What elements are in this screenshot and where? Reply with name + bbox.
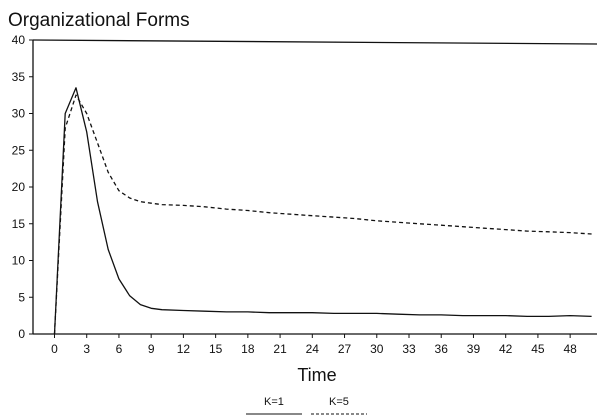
x-tick-label: 21 (273, 342, 287, 356)
series-lines (53, 87, 592, 335)
x-tick-label: 15 (209, 342, 223, 356)
y-tick-label: 10 (12, 254, 26, 268)
axes (32, 39, 598, 335)
x-tick-label: 48 (563, 342, 577, 356)
y-tick-label: 30 (12, 107, 26, 121)
x-tick-label: 12 (177, 342, 191, 356)
x-axis-ticks: 0 3 6 9 12 15 18 21 24 27 30 33 36 39 42 45 48 (51, 334, 577, 356)
y-tick-label: 40 (12, 33, 26, 47)
y-tick-label: 0 (18, 327, 25, 341)
legend-label: K=5 (329, 396, 349, 408)
x-tick-label: 33 (402, 342, 416, 356)
x-tick-label: 3 (83, 342, 90, 356)
x-tick-label: 6 (116, 342, 123, 356)
series-line-k5 (53, 94, 592, 335)
x-tick-label: 30 (370, 342, 384, 356)
x-tick-label: 18 (241, 342, 255, 356)
series-line-k1 (53, 87, 592, 335)
top-border-line (32, 39, 598, 45)
x-tick-label: 45 (531, 342, 545, 356)
x-tick-label: 36 (435, 342, 449, 356)
x-tick-label: 9 (148, 342, 155, 356)
y-tick-label: 5 (18, 290, 25, 304)
x-axis-label: Time (297, 365, 336, 385)
y-tick-label: 35 (12, 70, 26, 84)
legend-label: K=1 (264, 396, 284, 408)
x-tick-label: 0 (51, 342, 58, 356)
y-tick-label: 25 (12, 143, 26, 157)
chart-title: Organizational Forms (8, 10, 190, 31)
y-tick-label: 15 (12, 217, 26, 231)
x-tick-label: 24 (306, 342, 320, 356)
x-tick-label: 42 (499, 342, 513, 356)
y-tick-label: 20 (12, 180, 26, 194)
x-tick-label: 27 (338, 342, 352, 356)
legend: K=1 K=5 (246, 396, 367, 415)
x-tick-label: 39 (467, 342, 481, 356)
y-axis-ticks: 0 5 10 15 20 25 30 35 40 (12, 33, 33, 341)
